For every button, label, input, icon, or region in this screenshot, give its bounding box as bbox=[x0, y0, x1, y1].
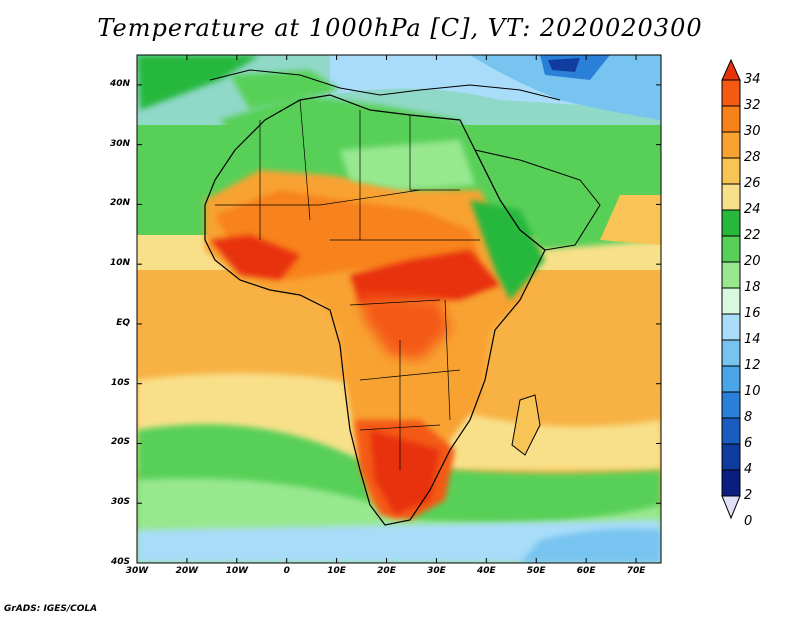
lat-tick-label: 40S bbox=[110, 557, 130, 567]
colorbar-segment bbox=[721, 339, 741, 367]
colorbar-segment bbox=[721, 105, 741, 133]
lon-tick-label: 40E bbox=[476, 566, 496, 576]
lat-tick-label: 20S bbox=[110, 437, 130, 448]
lon-tick-label: 50E bbox=[526, 566, 546, 576]
colorbar-segment bbox=[721, 417, 741, 445]
colorbar bbox=[721, 58, 741, 520]
colorbar-label: 10 bbox=[744, 384, 761, 399]
lon-tick-label: 20W bbox=[175, 566, 199, 576]
colorbar-label: 22 bbox=[744, 228, 761, 243]
colorbar-segment bbox=[721, 287, 741, 315]
colorbar-segment bbox=[721, 365, 741, 393]
colorbar-label: 28 bbox=[744, 150, 761, 165]
africa-coastline bbox=[204, 94, 546, 526]
colorbar-label: 2 bbox=[744, 488, 753, 503]
colorbar-segment bbox=[721, 209, 741, 237]
lon-tick-label: 70E bbox=[626, 566, 646, 576]
colorbar-segment bbox=[721, 443, 741, 471]
colorbar-bottom-arrow bbox=[721, 495, 741, 520]
colorbar-top-arrow bbox=[721, 58, 741, 81]
colorbar-label: 14 bbox=[744, 332, 761, 347]
colorbar-segment bbox=[721, 183, 741, 211]
lat-tick-label: EQ bbox=[116, 317, 130, 328]
colorbar-segment bbox=[721, 469, 741, 497]
colorbar-label: 4 bbox=[744, 462, 753, 477]
lat-tick-label: 40N bbox=[109, 78, 130, 89]
madagascar-outline bbox=[511, 394, 541, 456]
lon-tick-label: 20E bbox=[377, 566, 396, 576]
temperature-field bbox=[137, 55, 661, 563]
colorbar-segment bbox=[721, 79, 741, 107]
europe-outline bbox=[209, 69, 561, 101]
colorbar-label: 12 bbox=[744, 358, 761, 373]
lat-tick-label: 10S bbox=[110, 377, 130, 388]
lat-tick-label: 10N bbox=[109, 258, 130, 269]
colorbar-label: 26 bbox=[744, 176, 761, 191]
lat-tick-label: 20N bbox=[109, 198, 130, 209]
colorbar-segment bbox=[721, 131, 741, 159]
colorbar-label: 32 bbox=[744, 98, 761, 113]
lon-tick-label: 10E bbox=[327, 566, 346, 576]
colorbar-label: 30 bbox=[744, 124, 761, 139]
grads-credit: GrADS: IGES/COLA bbox=[4, 604, 98, 614]
colorbar-segment bbox=[721, 391, 741, 419]
lat-tick-label: 30N bbox=[109, 138, 130, 149]
colorbar-segment bbox=[721, 157, 741, 185]
lon-tick-label: 10W bbox=[225, 566, 249, 576]
lon-tick-label: 30W bbox=[125, 566, 149, 576]
lat-tick-label: 30S bbox=[110, 497, 130, 508]
lon-tick-label: 60E bbox=[576, 566, 596, 576]
lon-tick-label: 30E bbox=[427, 566, 446, 576]
map-frame bbox=[136, 54, 662, 564]
colorbar-segment bbox=[721, 313, 741, 341]
arabia-outline bbox=[474, 149, 601, 251]
chart-title: Temperature at 1000hPa [C], VT: 20200203… bbox=[97, 14, 703, 42]
colorbar-label: 18 bbox=[744, 280, 761, 295]
colorbar-segment bbox=[721, 235, 741, 263]
colorbar-label: 0 bbox=[744, 514, 753, 529]
country-borders bbox=[215, 99, 480, 470]
colorbar-label: 20 bbox=[744, 254, 761, 269]
colorbar-label: 6 bbox=[744, 436, 753, 451]
colorbar-label: 16 bbox=[744, 306, 761, 321]
lon-tick-label: 0 bbox=[283, 566, 290, 576]
colorbar-label: 34 bbox=[744, 72, 761, 87]
colorbar-segment bbox=[721, 261, 741, 289]
colorbar-label: 8 bbox=[744, 410, 753, 425]
colorbar-label: 24 bbox=[744, 202, 761, 217]
